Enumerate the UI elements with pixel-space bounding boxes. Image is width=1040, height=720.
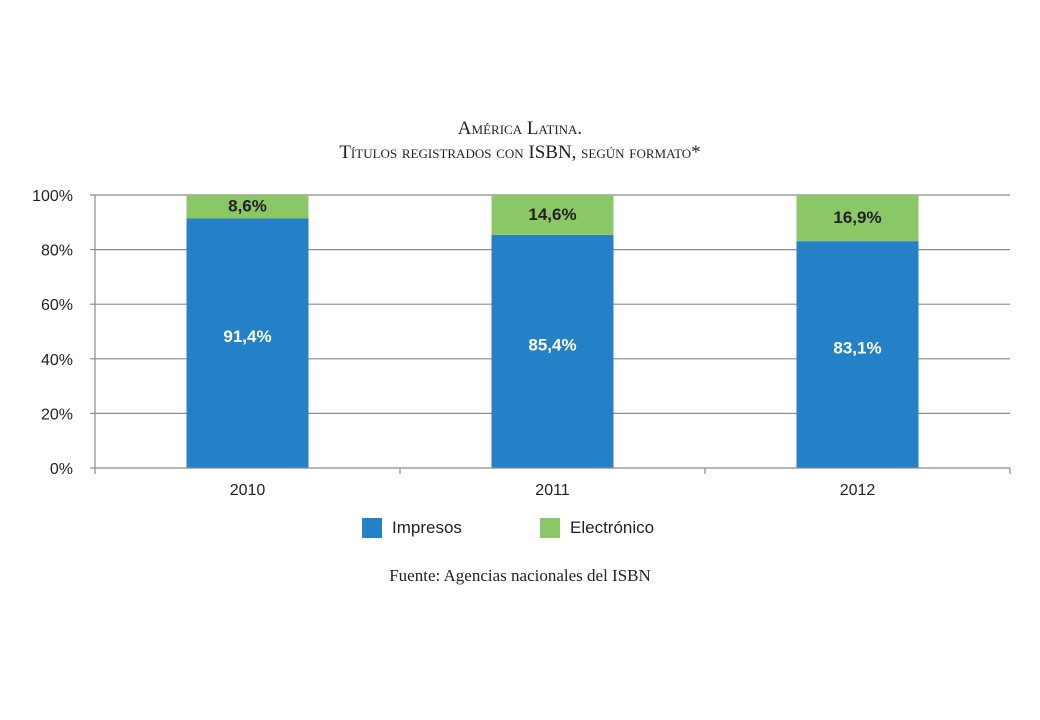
bar-impresos-2011 [491, 234, 614, 468]
data-label: 16,9% [833, 208, 881, 227]
bar-electrnico-2011 [491, 195, 614, 235]
legend-item-electronico: Electrónico [540, 518, 654, 538]
x-tick-label: 2011 [535, 482, 570, 499]
x-tick-label: 2012 [840, 482, 876, 499]
data-label: 91,4% [223, 327, 271, 346]
bar-impresos-2012 [796, 241, 919, 468]
legend-swatch-electronico [540, 518, 560, 538]
legend: Impresos Electrónico [0, 518, 1040, 548]
legend-swatch-impresos [362, 518, 382, 538]
bars [186, 195, 919, 468]
bar-electrnico-2012 [796, 195, 919, 242]
y-tick-label: 0% [50, 461, 73, 478]
bar-impresos-2010 [186, 218, 309, 468]
labels: 0% 20% 40% 60% 80% 100% 91,4% 8,6% 2010 85,4% 14,6… [32, 188, 882, 499]
x-tick-label: 2010 [230, 482, 266, 499]
data-label: 83,1% [833, 339, 881, 358]
legend-label-impresos: Impresos [392, 518, 462, 537]
bar-electrnico-2010 [186, 195, 309, 219]
legend-label-electronico: Electrónico [570, 518, 655, 537]
y-tick-label: 40% [41, 352, 73, 369]
y-tick-label: 80% [41, 243, 73, 260]
axes [90, 194, 1011, 474]
data-label: 8,6% [228, 197, 267, 216]
data-label: 85,4% [528, 335, 576, 354]
y-tick-label: 60% [41, 297, 73, 314]
chart-subtitle: Títulos registrados con ISBN, según form… [339, 142, 701, 163]
y-tick-label: 20% [41, 406, 73, 423]
data-label: 14,6% [528, 205, 576, 224]
legend-item-impresos: Impresos [362, 518, 462, 538]
chart-title: América Latina. [457, 118, 583, 139]
source-note: Fuente: Agencias nacionales del ISBN [389, 566, 651, 585]
y-tick-label: 100% [32, 188, 73, 205]
